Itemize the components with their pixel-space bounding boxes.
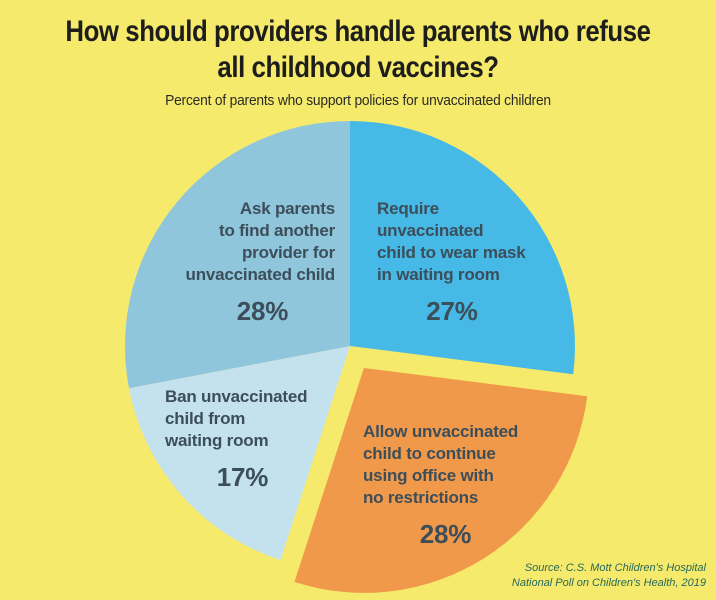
slice-label-allow-no-restrictions: Allow unvaccinated child to continue usi… xyxy=(363,421,528,548)
pie-slice-require-mask xyxy=(350,121,575,375)
slice-percentage: 28% xyxy=(419,519,472,549)
source-attribution: Source: C.S. Mott Children's Hospital Na… xyxy=(511,562,706,589)
slice-percentage: 27% xyxy=(426,296,478,326)
slice-label-text: Require unvaccinated child to wear mask … xyxy=(377,199,526,284)
chart-subtitle: Percent of parents who support policies … xyxy=(165,93,551,109)
pie-slice-ban-waiting-room xyxy=(129,346,350,560)
pie-slice-ask-find-another xyxy=(125,121,350,389)
slice-label-text: Allow unvaccinated child to continue usi… xyxy=(363,422,519,507)
slice-label-require-mask: Require unvaccinated child to wear mask … xyxy=(377,198,577,325)
slice-label-ask-find-another: Ask parents to find another provider for… xyxy=(140,198,336,326)
chart-title: How should providers handle parents who … xyxy=(65,15,651,84)
slice-label-ban-waiting-room: Ban unvaccinated child from waiting room… xyxy=(165,386,320,491)
slice-label-text: Ban unvaccinated child from waiting room xyxy=(165,387,308,450)
slice-percentage: 28% xyxy=(236,296,289,326)
slice-percentage: 17% xyxy=(216,462,269,492)
pie-slice-allow-no-restrictions xyxy=(294,368,588,593)
slice-label-text: Ask parents to find another provider for… xyxy=(185,199,336,284)
